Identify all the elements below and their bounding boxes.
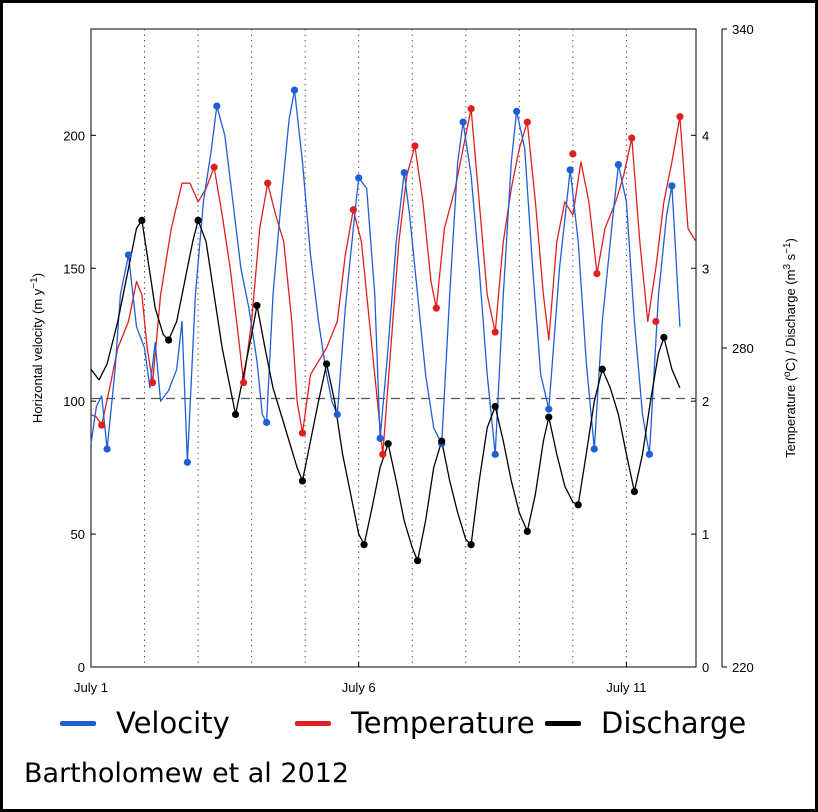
marker-discharge bbox=[360, 541, 368, 549]
marker-velocity bbox=[545, 405, 553, 413]
plot-area bbox=[90, 28, 697, 668]
marker-discharge bbox=[253, 301, 261, 310]
marker-velocity bbox=[614, 160, 622, 169]
marker-velocity bbox=[513, 107, 521, 116]
marker-temperature bbox=[148, 378, 157, 387]
marker-velocity bbox=[290, 86, 299, 94]
right-outer-tick-label: 280 bbox=[732, 341, 754, 356]
marker-velocity bbox=[566, 166, 574, 174]
legend-label-discharge: Discharge bbox=[601, 706, 747, 740]
x-tick-label: July 11 bbox=[606, 680, 646, 695]
marker-discharge bbox=[660, 333, 668, 341]
legend-item-discharge: Discharge bbox=[545, 703, 746, 743]
series-line-velocity bbox=[90, 89, 681, 463]
marker-discharge bbox=[467, 541, 475, 549]
marker-velocity bbox=[263, 418, 271, 427]
marker-discharge bbox=[138, 216, 146, 224]
left-tick-label: 50 bbox=[71, 527, 85, 542]
legend-item-temperature: Temperature bbox=[295, 703, 535, 743]
marker-discharge bbox=[598, 365, 606, 373]
marker-temperature bbox=[264, 179, 272, 187]
left-tick-label: 0 bbox=[78, 660, 85, 675]
x-tick-label: July 6 bbox=[342, 680, 376, 695]
series-line-temperature bbox=[90, 108, 697, 455]
right-inner-tick-label: 4 bbox=[702, 128, 709, 143]
chart-svg: July 1 July 6 July 11 0 50 100 150 200 0 1 2 3 4 220 2… bbox=[29, 22, 798, 695]
marker-velocity bbox=[333, 410, 341, 419]
right-inner-tick-label: 0 bbox=[702, 660, 709, 675]
right-inner-tick-label: 2 bbox=[702, 394, 709, 409]
marker-discharge bbox=[194, 216, 202, 224]
marker-velocity bbox=[590, 445, 598, 453]
marker-temperature bbox=[569, 150, 577, 158]
marker-temperature bbox=[298, 429, 307, 437]
marker-velocity bbox=[491, 450, 499, 458]
left-axis-title: Horizontal velocity (m y−1) bbox=[29, 273, 45, 423]
marker-temperature bbox=[349, 206, 357, 214]
marker-temperature bbox=[432, 304, 440, 312]
marker-velocity bbox=[103, 445, 111, 453]
legend-label-temperature: Temperature bbox=[351, 706, 535, 740]
marker-discharge bbox=[165, 336, 173, 344]
right-inner-tick-label: 1 bbox=[702, 527, 709, 542]
marker-discharge bbox=[413, 557, 422, 565]
marker-velocity bbox=[376, 434, 384, 442]
marker-temperature bbox=[593, 269, 601, 278]
marker-discharge bbox=[491, 402, 499, 411]
marker-discharge bbox=[545, 413, 553, 421]
marker-temperature bbox=[676, 113, 684, 121]
marker-discharge bbox=[523, 527, 531, 536]
marker-temperature bbox=[98, 421, 106, 429]
right-outer-tick-label: 220 bbox=[732, 660, 754, 675]
marker-discharge bbox=[298, 477, 307, 485]
marker-discharge bbox=[322, 360, 331, 368]
legend: Velocity Temperature Discharge bbox=[60, 703, 818, 743]
marker-temperature bbox=[379, 450, 387, 458]
right-axis-title: Temperature (oC) / Discharge (m3 s−1) bbox=[782, 238, 798, 458]
marker-temperature bbox=[239, 378, 248, 387]
citation: Bartholomew et al 2012 bbox=[24, 758, 350, 789]
x-tick-label: July 1 bbox=[74, 680, 108, 695]
marker-velocity bbox=[668, 182, 676, 190]
marker-temperature bbox=[491, 328, 499, 336]
marker-discharge bbox=[231, 410, 240, 419]
left-tick-label: 100 bbox=[63, 394, 85, 409]
marker-discharge bbox=[438, 437, 446, 445]
marker-temperature bbox=[210, 163, 218, 171]
marker-discharge bbox=[630, 487, 639, 496]
marker-temperature bbox=[652, 317, 660, 326]
right-outer-tick-label: 340 bbox=[732, 22, 754, 37]
left-tick-label: 150 bbox=[63, 261, 85, 276]
marker-temperature bbox=[467, 105, 475, 113]
marker-temperature bbox=[523, 118, 531, 126]
marker-velocity bbox=[645, 450, 654, 458]
marker-discharge bbox=[384, 440, 392, 448]
legend-item-velocity: Velocity bbox=[60, 703, 230, 743]
legend-label-velocity: Velocity bbox=[116, 706, 230, 740]
marker-temperature bbox=[411, 142, 419, 150]
series-line-discharge bbox=[90, 219, 681, 562]
marker-velocity bbox=[124, 251, 133, 259]
marker-temperature bbox=[628, 134, 636, 142]
marker-velocity bbox=[400, 168, 408, 177]
marker-velocity bbox=[213, 102, 221, 110]
left-tick-label: 200 bbox=[63, 128, 85, 143]
right-inner-tick-label: 3 bbox=[702, 261, 709, 276]
marker-velocity bbox=[459, 118, 467, 126]
legend-swatch-discharge bbox=[545, 720, 581, 726]
legend-swatch-temperature bbox=[295, 720, 331, 726]
legend-swatch-velocity bbox=[60, 720, 96, 726]
marker-discharge bbox=[574, 501, 582, 509]
marker-velocity bbox=[355, 174, 363, 182]
marker-velocity bbox=[183, 458, 191, 466]
